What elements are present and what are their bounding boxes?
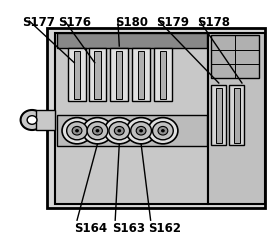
Bar [47,28,265,208]
Bar [138,51,144,99]
Circle shape [67,122,87,140]
Bar [160,51,166,99]
Bar [89,48,106,101]
Text: S179: S179 [156,16,189,29]
Circle shape [87,122,108,140]
Text: S176: S176 [58,16,91,29]
Circle shape [139,129,143,132]
Circle shape [72,126,82,135]
Bar [94,51,101,99]
Text: S180: S180 [115,16,148,29]
Circle shape [161,129,165,132]
Bar [211,85,226,145]
Circle shape [62,118,92,144]
Circle shape [75,129,79,132]
Circle shape [82,118,112,144]
Bar [55,33,208,204]
Circle shape [96,129,99,132]
Circle shape [93,126,102,135]
Circle shape [126,118,156,144]
Circle shape [153,122,173,140]
Circle shape [158,126,168,135]
Text: S177: S177 [22,16,55,29]
Text: S162: S162 [148,222,181,234]
Text: S164: S164 [74,222,107,234]
Bar [208,33,265,204]
Bar [68,48,86,101]
Bar [211,35,259,78]
Bar [132,48,150,101]
Bar [229,85,244,145]
Bar [116,51,122,99]
Bar [74,51,80,99]
Bar [36,110,55,130]
Circle shape [104,118,134,144]
Bar [154,48,172,101]
Bar [233,88,239,143]
Bar [216,88,222,143]
Text: S163: S163 [112,222,145,234]
Circle shape [114,126,124,135]
Text: S178: S178 [197,16,230,29]
Circle shape [136,126,146,135]
Circle shape [109,122,130,140]
Circle shape [148,118,178,144]
Bar [110,48,128,101]
Circle shape [131,122,152,140]
Bar [56,33,207,48]
Circle shape [21,110,44,130]
Circle shape [27,116,37,124]
Circle shape [117,129,121,132]
Bar [56,115,207,146]
